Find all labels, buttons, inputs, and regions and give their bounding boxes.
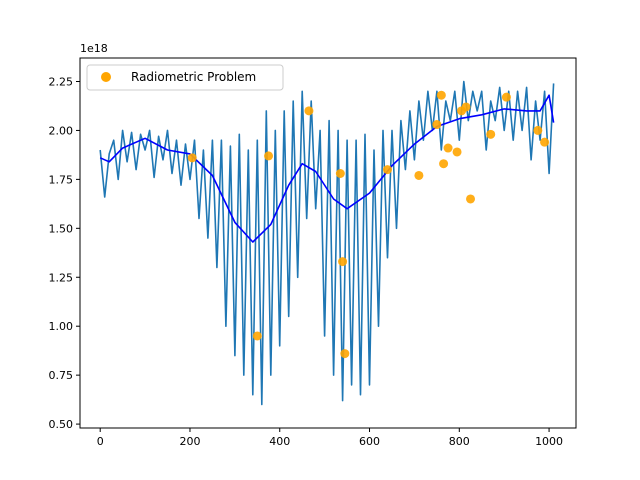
line-series-layer — [99, 80, 555, 406]
scatter-point — [432, 120, 442, 130]
scatter-point — [466, 194, 476, 204]
y-tick-label: 1.25 — [49, 271, 74, 284]
scatter-point — [461, 102, 471, 112]
scatter-point — [486, 129, 496, 139]
legend-label: Radiometric Problem — [131, 70, 256, 84]
legend-marker — [101, 72, 111, 82]
plot-area — [80, 58, 576, 428]
scatter-point — [439, 159, 449, 169]
y-tick-label: 2.25 — [49, 75, 74, 88]
x-axis: 0 200 400 600 800 1000 — [97, 428, 563, 448]
scatter-point — [501, 92, 511, 102]
scatter-point — [264, 151, 274, 161]
scatter-point — [187, 153, 197, 163]
y-tick-label: 1.00 — [49, 320, 74, 333]
legend: Radiometric Problem — [86, 64, 284, 91]
scatter-point — [414, 170, 424, 180]
scatter-layer — [187, 90, 550, 359]
y-tick-label: 2.00 — [49, 124, 74, 137]
scatter-point — [335, 169, 345, 179]
y-tick-label: 0.50 — [49, 418, 74, 431]
scatter-point — [338, 257, 348, 267]
scatter-point — [443, 143, 453, 153]
scatter-point — [382, 165, 392, 175]
x-tick-label: 0 — [97, 435, 104, 448]
y-tick-label: 1.75 — [49, 173, 74, 186]
smoothed-trend-line — [99, 94, 555, 243]
scatter-point — [533, 125, 543, 135]
scatter-point — [436, 90, 446, 100]
x-tick-label: 600 — [359, 435, 380, 448]
scatter-point — [540, 137, 550, 147]
x-tick-label: 400 — [269, 435, 290, 448]
legend-box — [86, 64, 284, 91]
scatter-point — [340, 349, 350, 359]
y-tick-label: 0.75 — [49, 369, 74, 382]
scatter-point — [304, 106, 314, 116]
x-tick-label: 1000 — [535, 435, 563, 448]
y-axis: 0.50 0.75 1.00 1.25 1.50 1.75 2.00 2.25 — [49, 75, 80, 431]
x-tick-label: 800 — [449, 435, 470, 448]
plot-frame — [79, 57, 577, 429]
scatter-point — [252, 331, 262, 341]
data-series-line — [99, 80, 555, 406]
scatter-point — [452, 147, 462, 157]
x-tick-label: 200 — [179, 435, 200, 448]
y-tick-label: 1.50 — [49, 222, 74, 235]
y-offset-label: 1e18 — [80, 42, 108, 55]
